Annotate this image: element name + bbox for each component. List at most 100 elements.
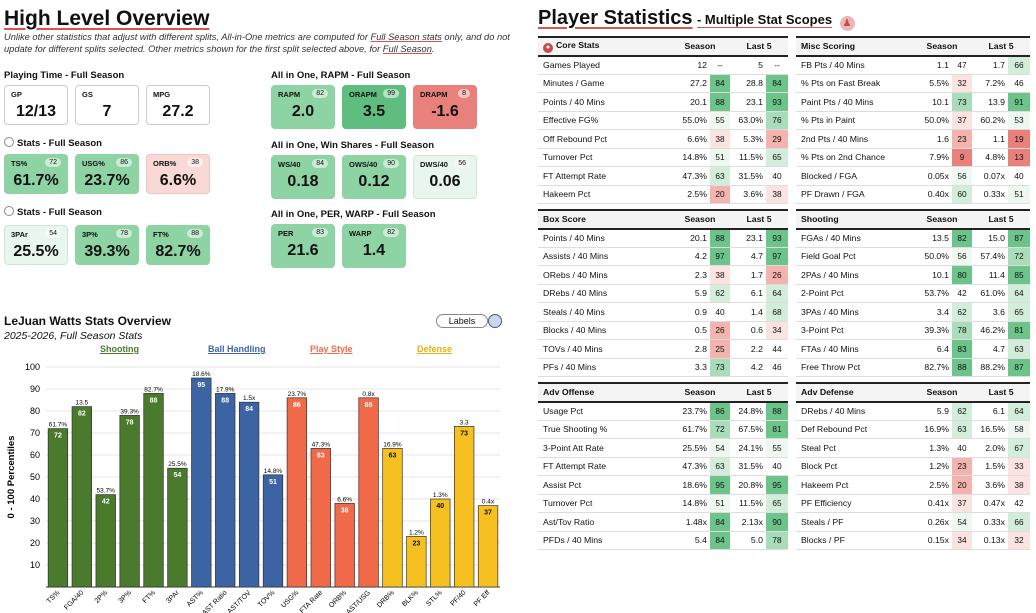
labels-toggle[interactable] <box>488 314 502 328</box>
stat-card-usg: USG% 86 23.7% <box>75 154 139 194</box>
rapm-title: All in One, RAPM - Full Season <box>271 70 411 81</box>
season-value: 50.0% <box>912 111 952 130</box>
table-row: Paint Pts / 40 Mins 10.1 73 13.9 91 <box>796 92 1030 112</box>
last5-value: 1.4 <box>730 302 766 322</box>
last5-value: 5.3% <box>730 129 766 149</box>
bar-percentile-label: 63 <box>317 452 325 459</box>
season-value: 13.5 <box>912 228 952 248</box>
season-value: 23.7% <box>670 401 710 421</box>
last5-percentile: 33 <box>1008 457 1030 476</box>
overview-note: Unlike other statistics that adjust with… <box>4 32 510 54</box>
full-season-link[interactable]: Full Season stats <box>370 32 442 42</box>
stat-name: Points / 40 Mins <box>538 228 670 248</box>
col-last5[interactable]: Last 5 <box>730 209 788 230</box>
bar-percentile-label: 38 <box>341 507 349 514</box>
col-season[interactable]: Season <box>670 209 730 230</box>
stats-section-1-title[interactable]: Stats - Full Season <box>4 137 102 149</box>
chart-subtitle: 2025-2026, Full Season Stats <box>4 330 143 342</box>
last5-percentile: 51 <box>1008 185 1030 204</box>
labels-button[interactable]: Labels <box>436 314 488 328</box>
bar <box>119 415 140 588</box>
x-tick-label: 3PAr <box>165 589 181 605</box>
person-icon[interactable]: ♟ <box>839 16 855 31</box>
last5-value: 11.5% <box>730 494 766 513</box>
table-title: Misc Scoring <box>801 41 856 52</box>
stat-name: TOVs / 40 Mins <box>538 339 670 359</box>
group-label-defense[interactable]: Defense <box>417 344 453 354</box>
season-value: 12 <box>670 55 710 75</box>
x-tick-label: AST Ratio <box>201 589 228 613</box>
season-value: 20.1 <box>670 92 710 112</box>
bar-value-label: 53.7% <box>97 488 116 495</box>
table-row: ORebs / 40 Mins 2.3 38 1.7 26 <box>538 265 788 285</box>
stat-card-orapm: ORAPM 99 3.5 <box>342 85 406 129</box>
y-tick-label: 30 <box>30 516 40 526</box>
table-row: Turnover Pct 14.8% 51 11.5% 65 <box>538 494 788 513</box>
season-value: 6.6% <box>670 129 710 149</box>
season-percentile: 62 <box>952 302 972 322</box>
season-percentile: 88 <box>710 228 730 248</box>
col-season[interactable]: Season <box>670 382 730 403</box>
season-percentile: 82 <box>952 228 972 248</box>
season-percentile: 47 <box>952 55 972 75</box>
last5-value: 2.0% <box>972 438 1008 458</box>
season-value: 0.26x <box>912 512 952 532</box>
col-season[interactable]: Season <box>670 36 730 57</box>
season-value: 82.7% <box>912 358 952 377</box>
last5-value: 46.2% <box>972 321 1008 340</box>
x-tick-label: PF/40 <box>449 589 467 607</box>
stat-card-mpg: MPG 27.2 <box>146 85 210 125</box>
col-last5[interactable]: Last 5 <box>972 209 1030 230</box>
last5-percentile: 67 <box>1008 438 1030 458</box>
bar-percentile-label: 84 <box>245 406 253 413</box>
col-season[interactable]: Season <box>912 36 972 57</box>
table-row: Block Pct 1.2% 23 1.5% 33 <box>796 457 1030 476</box>
bar <box>477 505 499 588</box>
last5-percentile: 38 <box>766 185 788 204</box>
x-tick-label: AST% <box>186 589 205 608</box>
season-percentile: 40 <box>952 438 972 458</box>
last5-percentile: 63 <box>1008 339 1030 359</box>
season-percentile: 88 <box>952 358 972 377</box>
table-row: Field Goal Pct 50.0% 56 57.4% 72 <box>796 247 1030 266</box>
season-percentile: 37 <box>952 494 972 513</box>
season-percentile: 63 <box>710 457 730 476</box>
last5-percentile: 55 <box>766 438 788 458</box>
stats-section-2-title[interactable]: Stats - Full Season <box>4 206 102 218</box>
table-row: PFDs / 40 Mins 5.4 84 5.0 78 <box>538 531 788 550</box>
group-label-shooting[interactable]: Shooting <box>100 344 139 354</box>
bar-value-label: 1.3% <box>433 492 448 499</box>
season-value: 14.8% <box>670 148 710 167</box>
table-row: DRebs / 40 Mins 5.9 62 6.1 64 <box>538 284 788 303</box>
stat-name: % Pts on Fast Break <box>796 74 912 93</box>
last5-value: 23.1 <box>730 92 766 112</box>
season-value: 3.3 <box>670 358 710 377</box>
last5-percentile: -- <box>766 55 788 75</box>
group-label-ball-handling[interactable]: Ball Handling <box>208 344 266 354</box>
table-row: FT Attempt Rate 47.3% 63 31.5% 40 <box>538 457 788 476</box>
table-row: Points / 40 Mins 20.1 88 23.1 93 <box>538 92 788 112</box>
bar <box>286 397 308 588</box>
last5-value: 11.4 <box>972 265 1008 285</box>
table-row: TOVs / 40 Mins 2.8 25 2.2 44 <box>538 339 788 359</box>
season-percentile: 9 <box>952 148 972 167</box>
season-value: 3.4 <box>912 302 952 322</box>
col-last5[interactable]: Last 5 <box>972 36 1030 57</box>
full-season-link-2[interactable]: Full Season <box>382 44 432 54</box>
last5-percentile: 87 <box>1008 358 1030 377</box>
bar-value-label: 61.7% <box>49 422 68 429</box>
last5-value: 7.2% <box>972 74 1008 93</box>
group-label-play-style[interactable]: Play Style <box>310 344 353 354</box>
last5-value: 4.2 <box>730 358 766 377</box>
last5-percentile: 76 <box>766 111 788 130</box>
last5-percentile: 81 <box>766 420 788 439</box>
col-last5[interactable]: Last 5 <box>972 382 1030 403</box>
season-percentile: 97 <box>710 247 730 266</box>
col-season[interactable]: Season <box>912 382 972 403</box>
stat-card-3par: 3PAr 54 25.5% <box>4 225 68 265</box>
col-season[interactable]: Season <box>912 209 972 230</box>
season-percentile: 60 <box>952 185 972 204</box>
col-last5[interactable]: Last 5 <box>730 382 788 403</box>
col-last5[interactable]: Last 5 <box>730 36 788 57</box>
last5-percentile: 38 <box>1008 475 1030 495</box>
